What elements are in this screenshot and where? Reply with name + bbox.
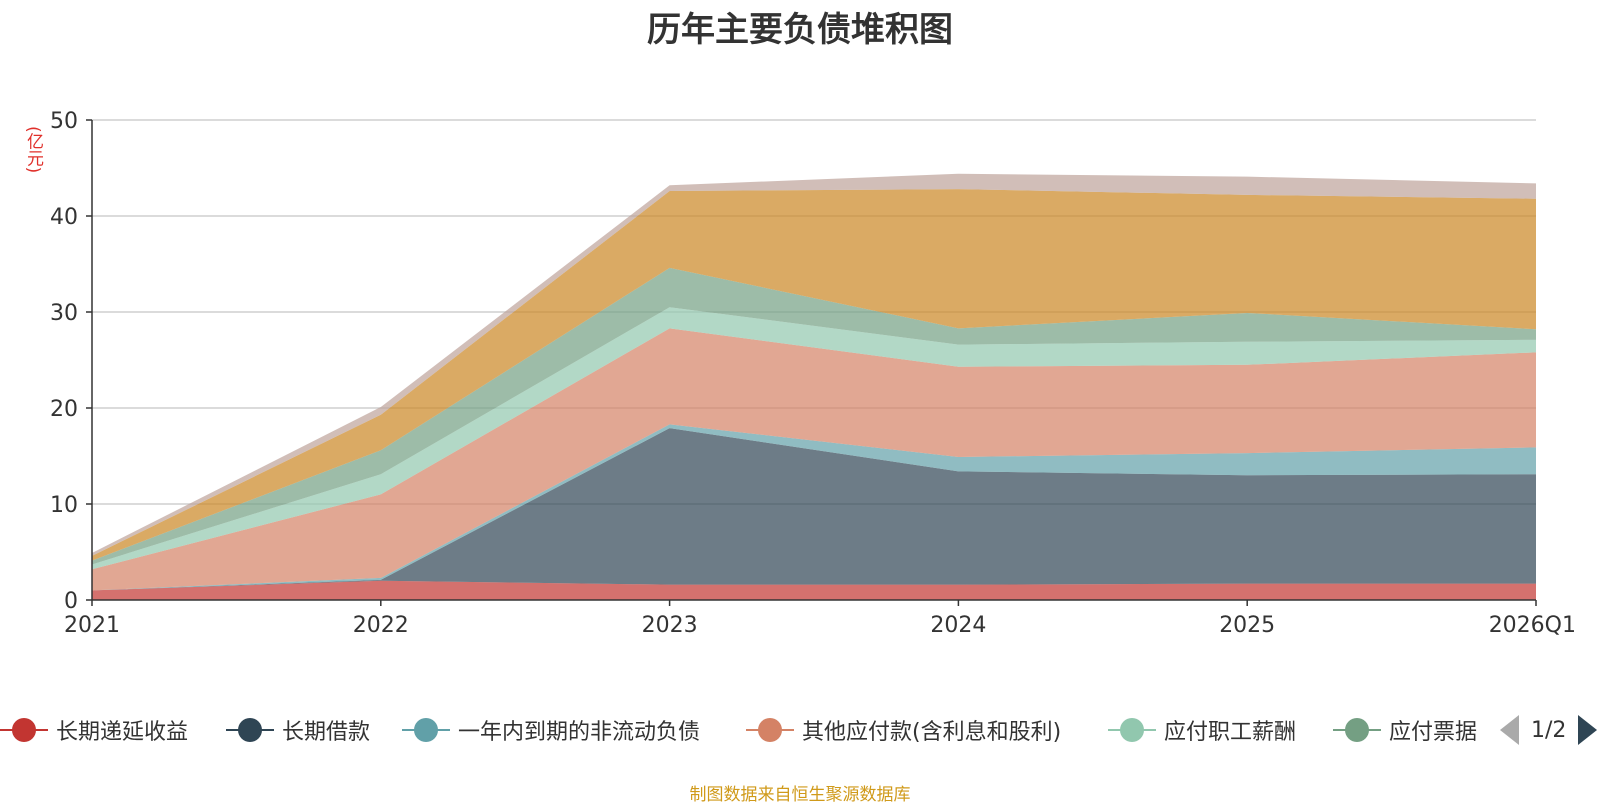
legend-marker-icon <box>746 712 794 748</box>
y-axis-unit-label: (亿元) <box>23 126 43 174</box>
y-tick-label: 40 <box>50 205 78 230</box>
x-tick-label: 2025 <box>1219 613 1275 638</box>
y-tick-label: 30 <box>50 301 78 326</box>
legend-label: 长期递延收益 <box>56 720 189 745</box>
legend-marker-icon <box>0 712 48 748</box>
legend-item[interactable]: 应付职工薪酬 <box>1108 712 1296 748</box>
legend-item[interactable]: 其他应付款(含利息和股利) <box>746 712 1061 748</box>
legend-label: 其他应付款(含利息和股利) <box>802 720 1062 745</box>
y-tick-label: 20 <box>50 397 78 422</box>
y-tick-label: 10 <box>50 493 78 518</box>
x-tick-label: 2026Q1 <box>1489 613 1576 638</box>
legend-label: 应付职工薪酬 <box>1164 720 1297 745</box>
area-series-2 <box>92 424 1536 591</box>
x-tick-label: 2023 <box>642 613 698 638</box>
legend-item[interactable]: 应付票据 <box>1333 712 1488 748</box>
legend-label: 长期借款 <box>282 720 371 745</box>
x-tick-label: 2021 <box>64 613 120 638</box>
legend-page-indicator: 1/2 <box>1531 717 1567 743</box>
y-tick-label: 50 <box>50 109 78 134</box>
legend-item[interactable]: 一年内到期的非流动负债 <box>402 712 700 748</box>
legend-marker-icon <box>1108 712 1156 748</box>
legend-marker-icon <box>402 712 450 748</box>
x-tick-label: 2022 <box>353 613 409 638</box>
y-tick-label: 0 <box>64 589 78 614</box>
legend-pager: 1/2 <box>1500 712 1598 748</box>
legend-prev-page-icon[interactable] <box>1500 715 1519 745</box>
chart-title: 历年主要负债堆积图 <box>647 10 953 50</box>
area-series-6 <box>92 189 1536 561</box>
legend-item[interactable]: 长期递延收益 <box>0 712 188 748</box>
x-tick-label: 2024 <box>930 613 986 638</box>
legend-label: 一年内到期的非流动负债 <box>458 720 701 745</box>
area-series-1 <box>92 428 1536 591</box>
area-series-3 <box>92 328 1536 591</box>
legend-marker-icon <box>226 712 274 748</box>
legend-next-page-icon[interactable] <box>1578 715 1598 745</box>
legend: 长期递延收益 长期借款 一年内到期的非流动负债 其他应付款(含利息和股利) 应付职工薪酬… <box>0 712 1600 752</box>
legend-label: 应付票据 <box>1389 720 1478 745</box>
legend-marker-icon <box>1333 712 1381 748</box>
legend-item[interactable]: 长期借款 <box>226 712 370 748</box>
stacked-area-chart: 0 10 20 30 40 50 2021 2022 2023 2024 2025 2026Q1 <box>50 109 1576 638</box>
area-series-5 <box>92 267 1536 565</box>
area-series-0 <box>92 580 1536 600</box>
data-source-note: 制图数据来自恒生聚源数据库 <box>689 785 911 805</box>
